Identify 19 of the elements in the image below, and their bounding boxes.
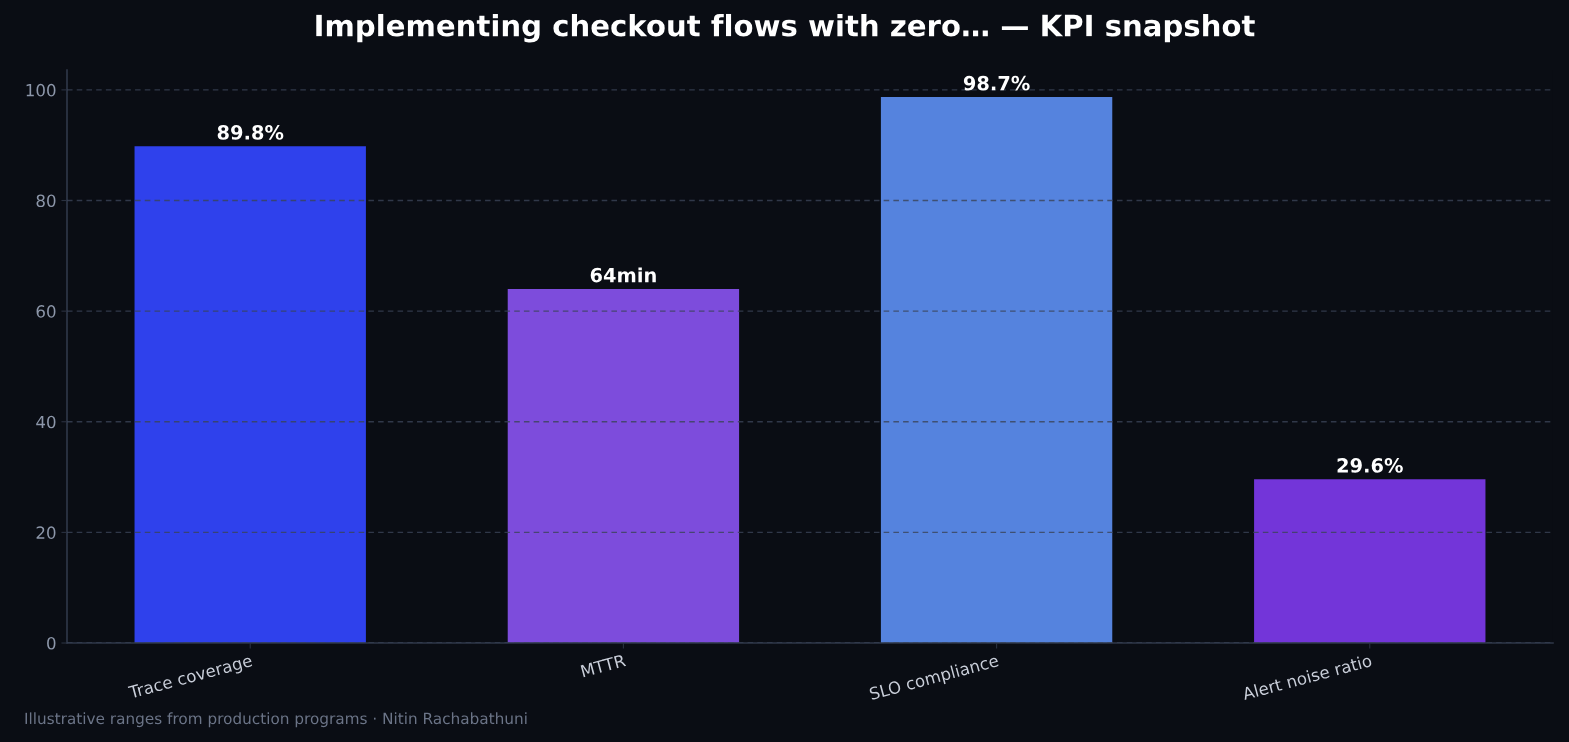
y-tick-label: 60: [36, 305, 56, 318]
text: Illustrative ranges from production programs · Nitin Rachabathuni: [25, 712, 527, 728]
chart-title: Implementing checkout flows with zero… — KPI snapshot: [316, 13, 1255, 43]
data-label: 64min: [590, 267, 656, 283]
y-tick-label: 80: [36, 194, 56, 208]
data-label: 29.6%: [1337, 458, 1403, 473]
bar: [134, 146, 366, 644]
x-tick-label: Alert noise ratio: [1241, 653, 1373, 701]
data-label: 89.8%: [217, 125, 284, 140]
bar: [1254, 479, 1486, 644]
bar: [880, 97, 1113, 644]
x-tick-label: MTTR: [580, 654, 627, 678]
y-tick-label: 0: [47, 636, 56, 650]
y-tick-label: 100: [26, 83, 56, 97]
data-label: 98.7%: [963, 75, 1030, 91]
y-tick-label: 40: [36, 415, 56, 429]
y-tick-label: 20: [36, 526, 56, 539]
x-tick-label: Trace coverage: [127, 654, 254, 702]
bar: [507, 289, 740, 644]
